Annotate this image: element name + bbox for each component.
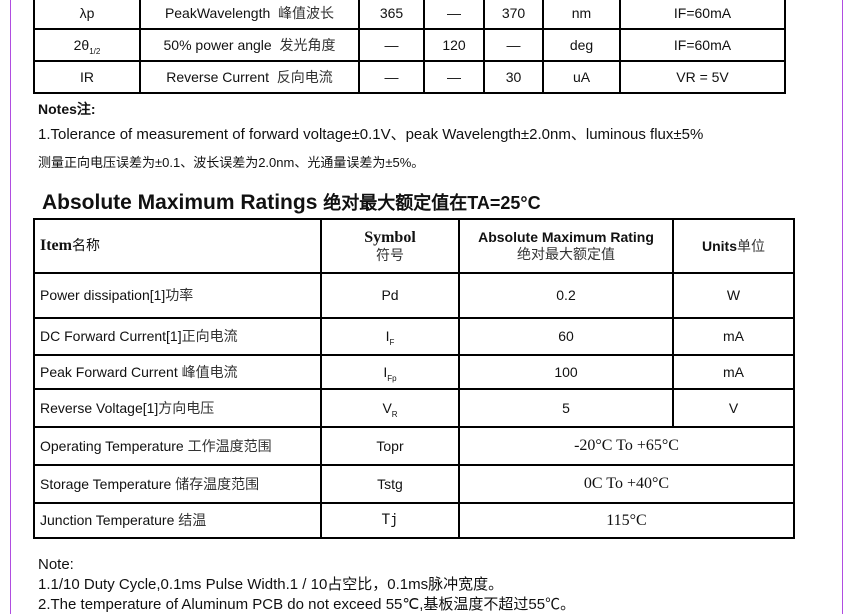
max: 370 xyxy=(483,0,544,30)
table-row: Junction Temperature 结温 Tj 115°C xyxy=(33,502,795,539)
min: — xyxy=(358,60,425,94)
min: 365 xyxy=(358,0,425,30)
table-row: λp PeakWavelength 峰值波长 365—370 nm IF=60mA xyxy=(33,0,786,30)
header-units: Units单位 xyxy=(672,218,795,274)
condition: IF=60mA xyxy=(619,0,786,30)
typ: 120 xyxy=(423,28,485,62)
header-rating: Absolute Maximum Rating 绝对最大额定值 xyxy=(458,218,674,274)
notes-line-2: 测量正向电压误差为±0.1、波长误差为2.0nm、光通量误差为±5%。 xyxy=(38,155,425,170)
notes-line-1: 1.Tolerance of measurement of forward vo… xyxy=(38,126,704,143)
footnote-2: 2.The temperature of Aluminum PCB do not… xyxy=(38,596,576,613)
symbol: 2θ1/2 xyxy=(33,28,141,62)
symbol: IR xyxy=(33,60,141,94)
notes-title: Notes注: xyxy=(38,101,96,117)
table-row: IR Reverse Current 反向电流 — —30 uA VR = 5V xyxy=(33,60,786,94)
table-header: Item名称 Symbol 符号 Absolute Maximum Rating 绝… xyxy=(33,218,795,274)
unit: deg xyxy=(542,28,621,62)
typ: — xyxy=(423,60,485,94)
section-heading: Absolute Maximum Ratings 绝对最大额定值在TA=25°C xyxy=(42,191,541,214)
characteristics-table: λp PeakWavelength 峰值波长 365—370 nm IF=60mA 2θ… xyxy=(33,0,786,94)
parameter: PeakWavelength 峰值波长 xyxy=(139,0,360,30)
table-row: Peak Forward Current 峰值电流 IFp 100 mA xyxy=(33,354,795,390)
table-row: Power dissipation[1]功率 Pd 0.2 W xyxy=(33,272,795,319)
absolute-max-ratings-table: Item名称 Symbol 符号 Absolute Maximum Rating 绝… xyxy=(33,218,795,539)
max: 30 xyxy=(483,60,544,94)
header-item: Item名称 xyxy=(33,218,322,274)
parameter: Reverse Current 反向电流 xyxy=(139,60,360,94)
footnote-title: Note: xyxy=(38,556,74,573)
page-border-right xyxy=(842,0,843,614)
condition: IF=60mA xyxy=(619,28,786,62)
table-row: DC Forward Current[1]正向电流 IF 60 mA xyxy=(33,317,795,356)
symbol: λp xyxy=(33,0,141,30)
parameter: 50% power angle 发光角度 xyxy=(139,28,360,62)
typ: — xyxy=(423,0,485,30)
header-symbol: Symbol 符号 xyxy=(320,218,460,274)
table-row: Storage Temperature 储存温度范围 Tstg 0C To +40°… xyxy=(33,464,795,504)
table-row: 2θ1/2 50% power angle 发光角度 —120— deg IF=60mA xyxy=(33,28,786,62)
footnote-1: 1.1/10 Duty Cycle,0.1ms Pulse Width.1 / … xyxy=(38,576,504,593)
table-row: Operating Temperature 工作温度范围 Topr -20°C To… xyxy=(33,426,795,466)
min: — xyxy=(358,28,425,62)
table-row: Reverse Voltage[1]方向电压 VR 5 V xyxy=(33,388,795,428)
page-border-left xyxy=(10,0,11,614)
unit: nm xyxy=(542,0,621,30)
unit: uA xyxy=(542,60,621,94)
max: — xyxy=(483,28,544,62)
condition: VR = 5V xyxy=(619,60,786,94)
